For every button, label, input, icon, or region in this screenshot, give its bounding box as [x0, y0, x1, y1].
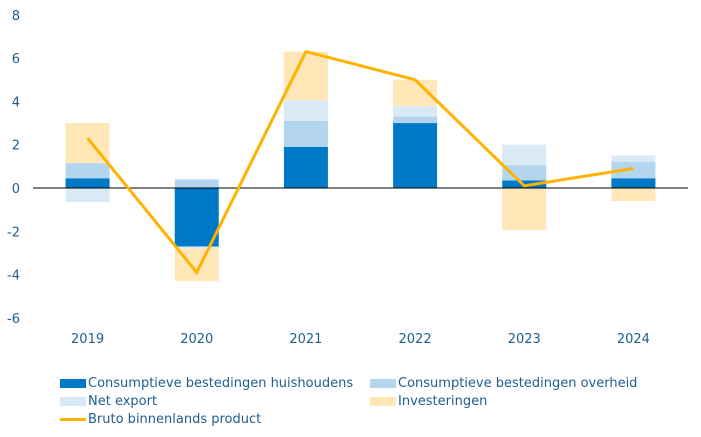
bar-consumptieve-bestedingen-huishoudens-2020 — [174, 188, 219, 247]
bar-net-export-2022 — [393, 105, 438, 117]
legend-swatch — [370, 396, 396, 406]
y-axis-ticks: 8 6 4 2 0 -2 -4 -6 — [7, 9, 20, 327]
bar-consumptieve-bestedingen-overheid-2024 — [611, 162, 656, 179]
x-tick-label: 2021 — [289, 332, 322, 347]
y-tick-label: 6 — [12, 52, 20, 67]
y-tick-label: 0 — [12, 182, 20, 197]
legend-swatch — [370, 378, 396, 388]
chart: 8 6 4 2 0 -2 -4 -6 2019 2020 2021 2022 2023 2024 — [7, 9, 688, 347]
legend-label: Investeringen — [398, 393, 488, 409]
legend-label: Consumptieve bestedingen overheid — [398, 375, 638, 391]
bar-consumptieve-bestedingen-huishoudens-2021 — [283, 146, 328, 188]
bar-net-export-2021 — [283, 100, 328, 121]
legend-item-bbp: Bruto binnenlands product — [60, 410, 261, 428]
bar-net-export-2024 — [611, 155, 656, 163]
y-tick-label: -2 — [7, 225, 20, 240]
y-tick-label: 8 — [12, 9, 20, 24]
bar-consumptieve-bestedingen-overheid-2019 — [65, 163, 110, 179]
bar-consumptieve-bestedingen-huishoudens-2019 — [65, 178, 110, 188]
bar-consumptieve-bestedingen-huishoudens-2022 — [393, 123, 438, 188]
bar-consumptieve-bestedingen-overheid-2022 — [393, 116, 438, 124]
y-tick-label: -4 — [7, 269, 20, 284]
x-tick-label: 2023 — [508, 332, 541, 347]
bar-net-export-2019 — [65, 188, 110, 203]
bar-net-export-2020 — [174, 246, 219, 249]
legend-line-swatch — [60, 417, 86, 421]
y-tick-label: 2 — [12, 139, 20, 154]
legend-label: Bruto binnenlands product — [88, 411, 262, 427]
legend-item-investeringen: Investeringen — [370, 392, 487, 410]
x-tick-label: 2020 — [180, 332, 213, 347]
bbp-line — [86, 49, 634, 276]
x-tick-label: 2022 — [399, 332, 432, 347]
legend-label: Consumptieve bestedingen huishoudens — [88, 375, 354, 391]
bar-investeringen-2023 — [502, 188, 547, 231]
bar-consumptieve-bestedingen-huishoudens-2024 — [611, 178, 656, 188]
line-bruto-binnenlands-product — [86, 49, 634, 276]
legend-label: Net export — [88, 393, 158, 409]
y-tick-label: -6 — [7, 312, 20, 327]
bar-investeringen-2024 — [611, 188, 656, 201]
legend-item-huishoudens: Consumptieve bestedingen huishoudens — [60, 374, 353, 392]
bar-investeringen-2021 — [283, 51, 328, 101]
legend-swatch — [60, 396, 86, 406]
legend-item-overheid: Consumptieve bestedingen overheid — [370, 374, 637, 392]
legend-item-net-export: Net export — [60, 392, 157, 410]
x-axis-ticks: 2019 2020 2021 2022 2023 2024 — [71, 332, 650, 347]
bar-consumptieve-bestedingen-overheid-2021 — [283, 120, 328, 147]
x-tick-label: 2019 — [71, 332, 104, 347]
bars — [65, 51, 656, 282]
bar-consumptieve-bestedingen-overheid-2020 — [174, 179, 219, 188]
bar-net-export-2023 — [502, 144, 547, 166]
y-tick-label: 4 — [12, 95, 20, 110]
x-tick-label: 2024 — [617, 332, 650, 347]
legend-swatch — [60, 378, 86, 388]
